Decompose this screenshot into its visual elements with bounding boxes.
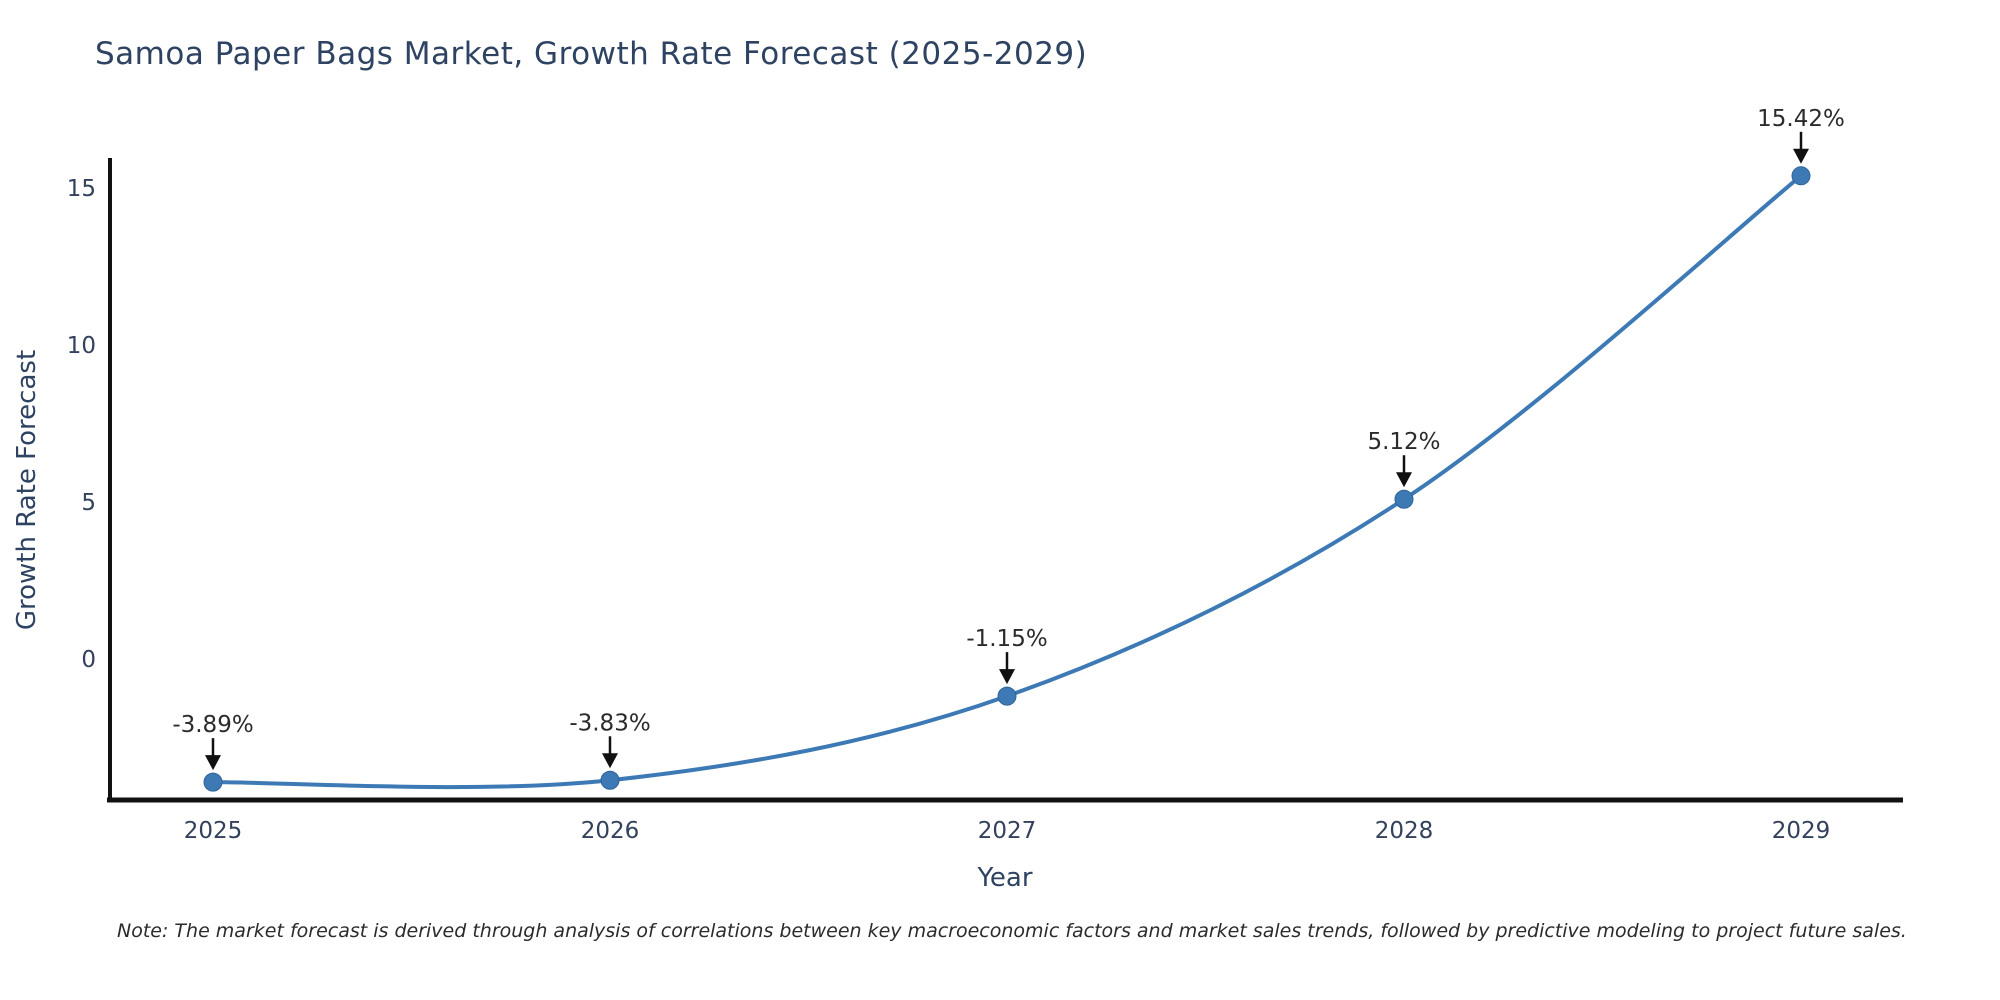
forecast-line [211, 173, 1803, 790]
data-point-marker [203, 772, 223, 792]
data-point-marker [600, 770, 620, 790]
chart-title: Samoa Paper Bags Market, Growth Rate For… [95, 36, 1088, 72]
x-tick-label: 2026 [581, 818, 640, 844]
annotation-arrow-head [1396, 472, 1412, 488]
annotation-arrow-head [602, 753, 618, 769]
x-tick-label: 2025 [184, 818, 243, 844]
point-value-label: -3.83% [569, 710, 650, 736]
point-value-label: 15.42% [1757, 106, 1845, 132]
y-tick-label: 0 [81, 647, 96, 673]
point-value-label: -1.15% [966, 626, 1047, 652]
y-tick-label: 10 [67, 333, 96, 359]
y-tick-label: 15 [67, 176, 96, 202]
data-point-marker [1791, 166, 1811, 186]
point-value-label: 5.12% [1367, 429, 1440, 455]
annotation-arrow-head [205, 755, 221, 771]
x-tick-label: 2029 [1772, 818, 1831, 844]
footnote: Note: The market forecast is derived thr… [117, 920, 1907, 942]
x-tick-label: 2028 [1375, 818, 1434, 844]
data-point-marker [997, 686, 1017, 706]
y-tick-label: 5 [81, 490, 96, 516]
annotation-arrow-head [1793, 148, 1809, 164]
annotation-arrow-head [999, 669, 1015, 685]
x-axis-title: Year [977, 863, 1033, 893]
x-tick-label: 2027 [978, 818, 1037, 844]
data-point-marker [1394, 489, 1414, 509]
point-value-label: -3.89% [172, 712, 253, 738]
